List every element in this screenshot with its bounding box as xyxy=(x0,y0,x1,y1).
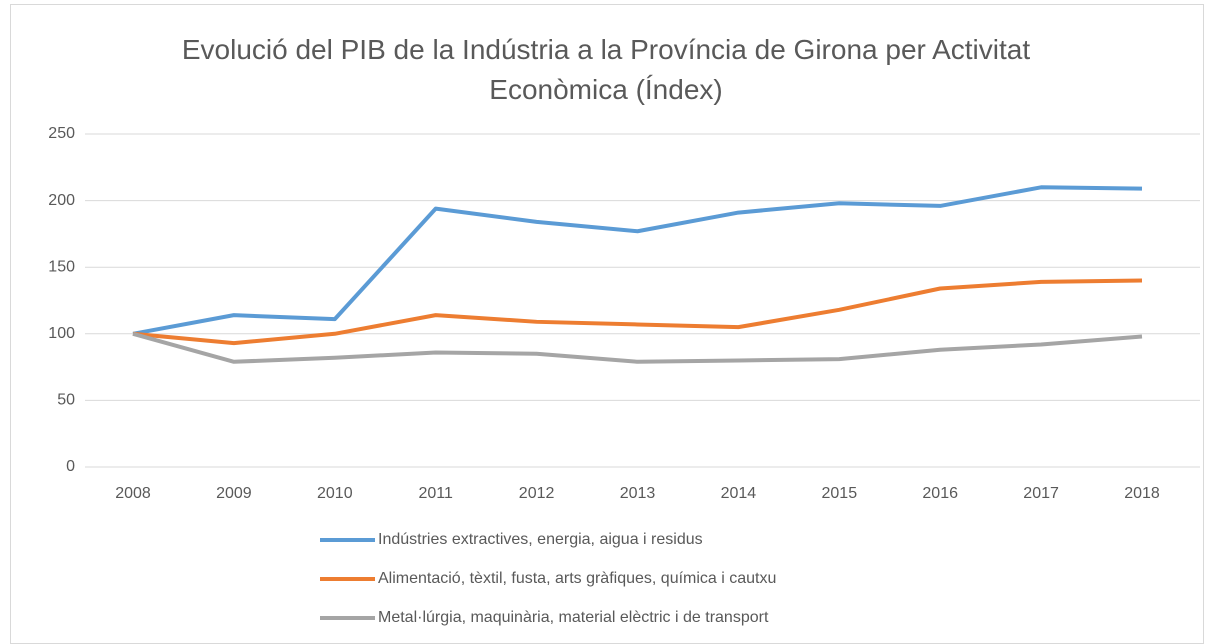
x-tick-label: 2011 xyxy=(418,485,453,502)
x-tick-label: 2008 xyxy=(115,485,151,502)
x-tick-label: 2012 xyxy=(519,485,555,502)
x-tick-label: 2017 xyxy=(1023,485,1059,502)
series-line xyxy=(132,278,1143,346)
y-tick-label: 250 xyxy=(48,125,75,142)
x-tick-label: 2015 xyxy=(822,485,858,502)
legend-label: Indústries extractives, energia, aigua i… xyxy=(378,531,703,548)
y-tick-label: 50 xyxy=(57,392,75,409)
series-line xyxy=(132,331,1143,364)
y-tick-label: 0 xyxy=(66,458,75,475)
x-tick-label: 2014 xyxy=(721,485,757,502)
chart-title: Evolució del PIB de la Indústria a la Pr… xyxy=(181,34,1031,105)
x-tick-label: 2009 xyxy=(216,485,252,502)
y-tick-label: 200 xyxy=(48,192,75,209)
legend-label: Metal·lúrgia, maquinària, material elèct… xyxy=(378,609,769,626)
legend-label: Alimentació, tèxtil, fusta, arts gràfiqu… xyxy=(378,570,776,587)
y-tick-label: 150 xyxy=(48,258,75,275)
y-tick-label: 100 xyxy=(48,325,75,342)
x-tick-label: 2018 xyxy=(1124,485,1160,502)
x-tick-label: 2010 xyxy=(317,485,353,502)
series-line xyxy=(132,185,1143,336)
x-tick-label: 2013 xyxy=(620,485,656,502)
x-tick-label: 2016 xyxy=(922,485,958,502)
